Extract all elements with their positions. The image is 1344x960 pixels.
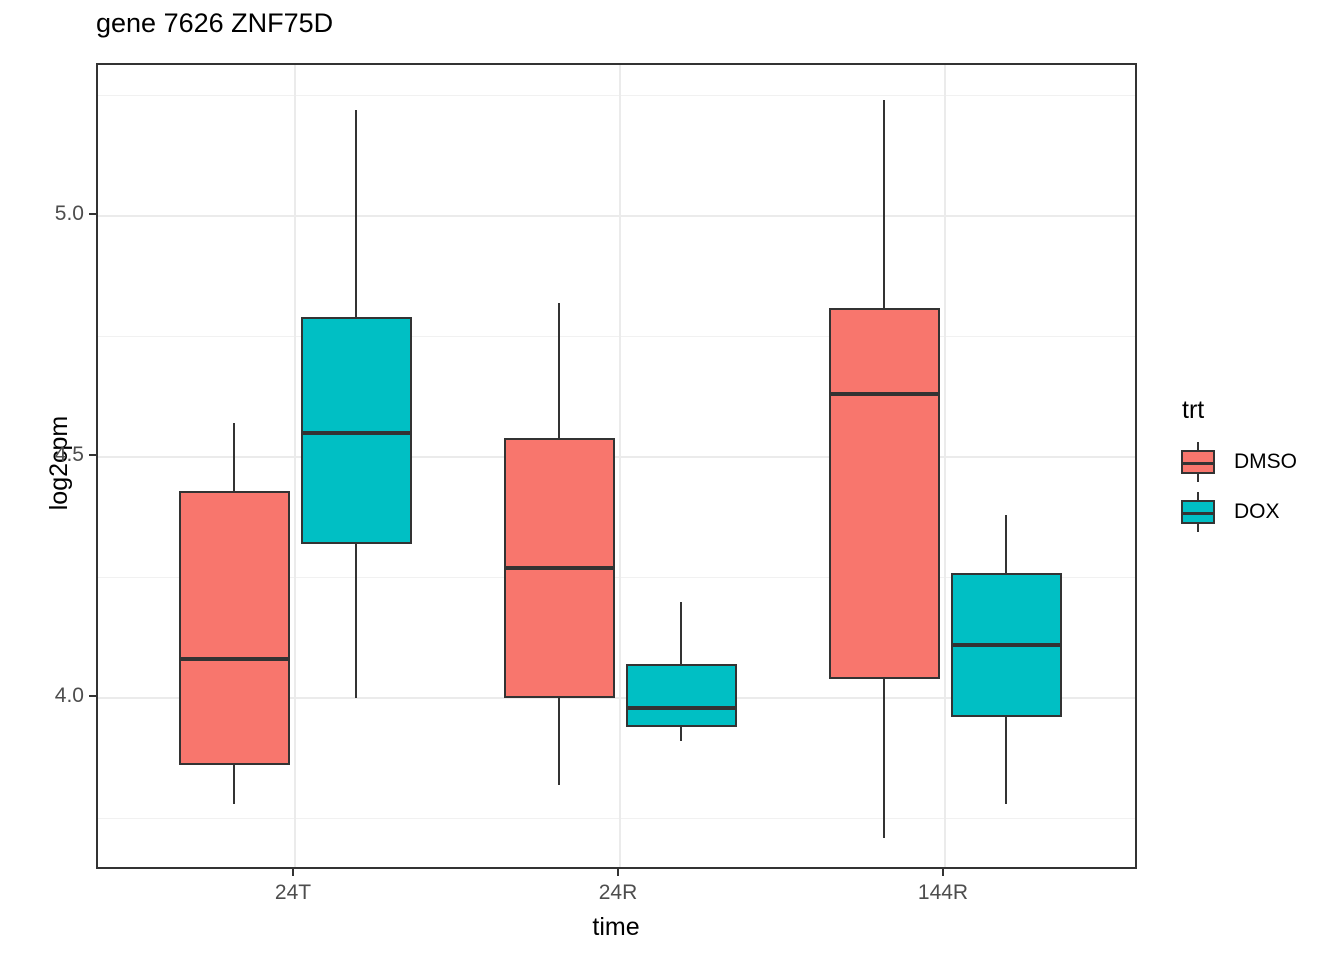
whisker-upper-DMSO-144R (883, 100, 885, 308)
legend-label: DMSO (1234, 450, 1297, 473)
whisker-lower-DMSO-24T (233, 765, 235, 805)
gridline-major-vertical (294, 65, 296, 867)
box-DOX-24R (625, 664, 737, 727)
y-tick-mark (89, 213, 96, 215)
y-tick-label: 5.0 (54, 202, 84, 225)
gridline-major (98, 215, 1135, 217)
box-DMSO-24T (178, 490, 290, 766)
key-median-line (1183, 512, 1213, 515)
whisker-upper-DMSO-24R (558, 302, 560, 438)
x-tick-mark (292, 869, 294, 876)
legend-title: trt (1182, 396, 1205, 424)
boxplot-key-icon (1180, 490, 1216, 534)
x-tick-label: 24R (598, 881, 638, 904)
boxplot-key-icon (1180, 440, 1216, 484)
median-DOX-144R (950, 642, 1062, 647)
whisker-lower-DMSO-24R (558, 698, 560, 785)
whisker-lower-DMSO-144R (883, 678, 885, 838)
legend-entry-dmso: DMSO (1180, 439, 1344, 485)
median-DMSO-144R (828, 392, 940, 397)
legend-entry-dox: DOX (1180, 489, 1344, 535)
whisker-upper-DOX-24R (680, 601, 682, 665)
whisker-upper-DMSO-24T (233, 423, 235, 491)
chart-title: gene 7626 ZNF75D (96, 8, 334, 38)
median-DOX-24T (300, 430, 412, 435)
x-tick-label: 144R (917, 881, 969, 904)
x-tick-mark (942, 869, 944, 876)
median-DMSO-24R (503, 565, 615, 570)
y-tick-label: 4.0 (54, 684, 84, 707)
gridline-major-vertical (944, 65, 946, 867)
median-DMSO-24T (178, 657, 290, 662)
y-tick-mark (89, 695, 96, 697)
whisker-lower-DOX-24T (355, 543, 357, 698)
legend-label: DOX (1234, 500, 1280, 523)
y-tick-label: 4.5 (54, 443, 84, 466)
gridline-major (98, 456, 1135, 458)
whisker-upper-DOX-24T (355, 109, 357, 318)
whisker-upper-DOX-144R (1005, 514, 1007, 573)
gridline-minor (98, 336, 1135, 337)
gridline-minor (98, 95, 1135, 96)
gridline-major (98, 697, 1135, 699)
box-DMSO-144R (828, 307, 940, 679)
whisker-lower-DOX-24R (680, 726, 682, 742)
gridline-minor (98, 818, 1135, 819)
key-median-line (1183, 462, 1213, 465)
whisker-lower-DOX-144R (1005, 717, 1007, 805)
x-axis-title: time (592, 913, 640, 941)
median-DOX-24R (625, 705, 737, 710)
legend: trt DMSO DOX (1180, 396, 1344, 539)
key-box (1181, 500, 1215, 524)
plot-panel (96, 63, 1137, 869)
gridline-minor (98, 577, 1135, 578)
x-tick-mark (617, 869, 619, 876)
key-box (1181, 450, 1215, 474)
box-DOX-24T (300, 317, 412, 544)
x-tick-label: 24T (274, 881, 312, 904)
gridline-major-vertical (619, 65, 621, 867)
y-tick-mark (89, 454, 96, 456)
